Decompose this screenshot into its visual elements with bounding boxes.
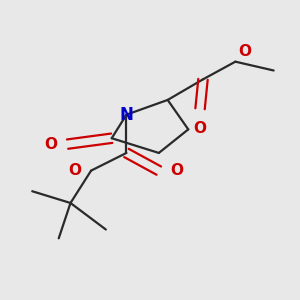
Text: O: O (194, 121, 207, 136)
Text: O: O (171, 163, 184, 178)
Text: O: O (68, 163, 81, 178)
Text: N: N (119, 106, 134, 124)
Text: O: O (44, 136, 57, 152)
Text: O: O (238, 44, 251, 59)
